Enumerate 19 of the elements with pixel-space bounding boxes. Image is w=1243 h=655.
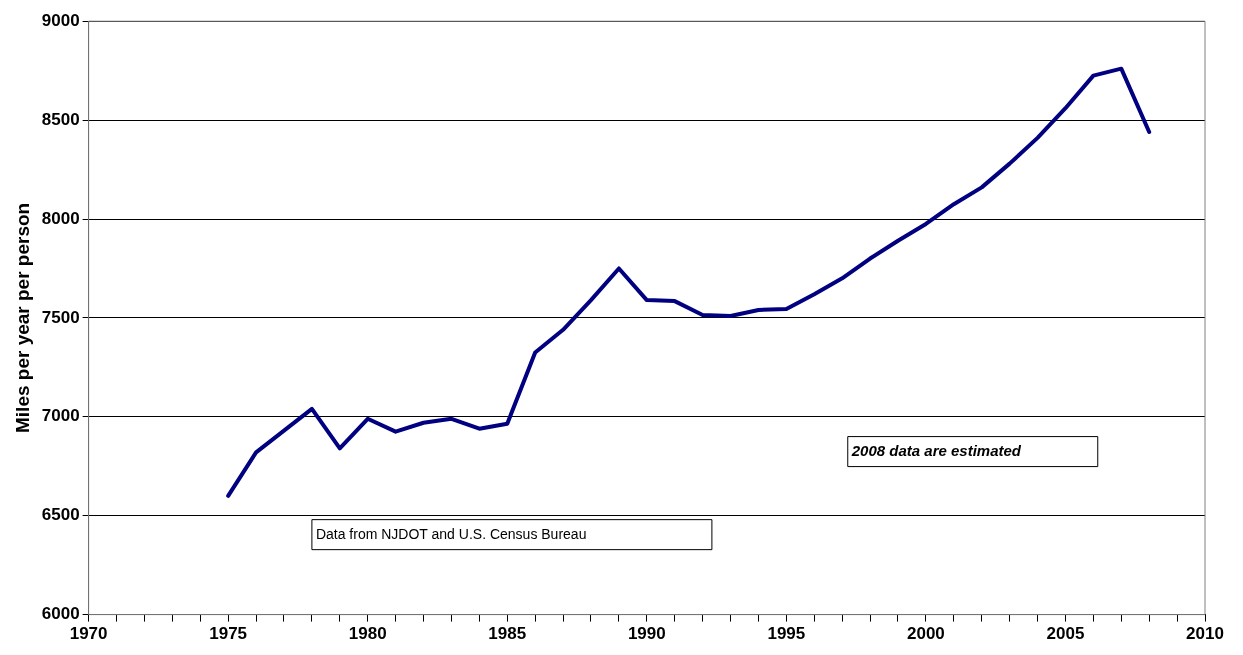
y-tick-label: 8000 (41, 208, 80, 228)
x-tick-label: 1980 (348, 624, 387, 644)
y-tick-label: 6000 (41, 604, 80, 624)
y-tick-label: 7000 (41, 406, 80, 426)
y-axis-title: Miles per year per person (11, 202, 33, 434)
y-tick-label: 7500 (41, 307, 80, 327)
x-tick-label: 2000 (906, 624, 945, 644)
x-tick-label: 2005 (1046, 624, 1085, 644)
x-tick-label: 1995 (767, 624, 806, 644)
y-tick-label: 9000 (41, 10, 80, 30)
y-tick-label: 8500 (41, 109, 80, 129)
y-tick-label: 6500 (41, 505, 80, 525)
x-tick-label: 1990 (627, 624, 666, 644)
x-tick-label: 1975 (209, 624, 248, 644)
x-tick-label: 1985 (488, 624, 527, 644)
annotation: Data from NJDOT and U.S. Census Bureau (315, 525, 587, 542)
x-tick-label: 2010 (1186, 624, 1224, 644)
x-tick-label: 1970 (69, 624, 108, 644)
annotation: 2008 data are estimated (850, 441, 1022, 459)
